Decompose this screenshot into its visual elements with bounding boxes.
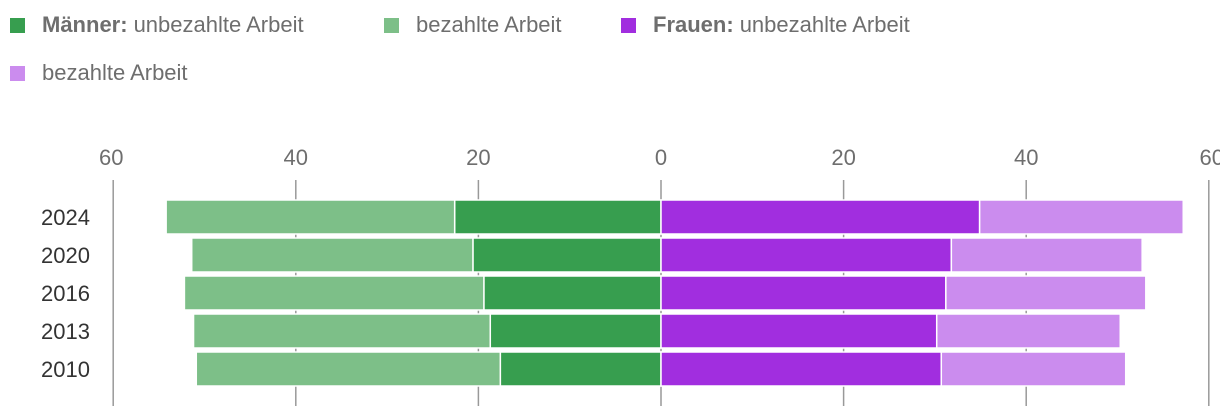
bar-men-paid [190, 237, 474, 273]
x-tick-label: 60 [99, 145, 123, 170]
category-label: 2024 [41, 205, 90, 230]
legend-swatch-men-paid [384, 17, 399, 33]
bar-men-paid [183, 275, 485, 311]
legend-group-men: Männer: [42, 12, 128, 37]
bar-men-paid [192, 313, 492, 349]
x-tick-label: 40 [1014, 145, 1038, 170]
legend-swatch-women-unpaid [621, 17, 636, 33]
bar-men-paid [195, 351, 502, 387]
legend-label-men-paid: bezahlte Arbeit [416, 12, 562, 37]
legend-swatch-women-paid [10, 65, 25, 81]
legend-item-men-unpaid[interactable]: Männer: unbezahlte Arbeit [10, 12, 304, 38]
bar-women-paid [940, 351, 1127, 387]
bar-women-paid [945, 275, 1147, 311]
bar-women-unpaid [660, 313, 938, 349]
bar-women-unpaid [660, 237, 953, 273]
legend-item-women-unpaid[interactable]: Frauen: unbezahlte Arbeit [621, 12, 910, 38]
category-label: 2010 [41, 357, 90, 382]
legend-item-women-paid[interactable]: bezahlte Arbeit [10, 60, 188, 86]
bar-women-unpaid [660, 199, 981, 235]
bar-men-unpaid [483, 275, 662, 311]
bar-women-unpaid [660, 275, 947, 311]
legend-swatch-men-unpaid [10, 17, 25, 33]
bar-women-paid [935, 313, 1121, 349]
category-label: 2013 [41, 319, 90, 344]
bar-men-unpaid [453, 199, 662, 235]
bar-men-unpaid [472, 237, 662, 273]
legend-label-women-paid: bezahlte Arbeit [42, 60, 188, 85]
legend-label-men-unpaid: unbezahlte Arbeit [133, 12, 304, 37]
bar-men-unpaid [499, 351, 662, 387]
x-tick-label: 20 [466, 145, 490, 170]
x-tick-label: 20 [831, 145, 855, 170]
bar-women-unpaid [660, 351, 943, 387]
legend-group-women: Frauen: [653, 12, 734, 37]
x-tick-label: 0 [655, 145, 667, 170]
legend-label-women-unpaid: unbezahlte Arbeit [739, 12, 910, 37]
category-label: 2016 [41, 281, 90, 306]
bar-men-unpaid [489, 313, 662, 349]
x-tick-label: 40 [284, 145, 308, 170]
x-tick-label: 60 [1200, 145, 1220, 170]
bar-women-paid [978, 199, 1184, 235]
bar-women-paid [950, 237, 1143, 273]
legend-item-men-paid[interactable]: bezahlte Arbeit [384, 12, 562, 38]
bar-men-paid [165, 199, 456, 235]
category-label: 2020 [41, 243, 90, 268]
